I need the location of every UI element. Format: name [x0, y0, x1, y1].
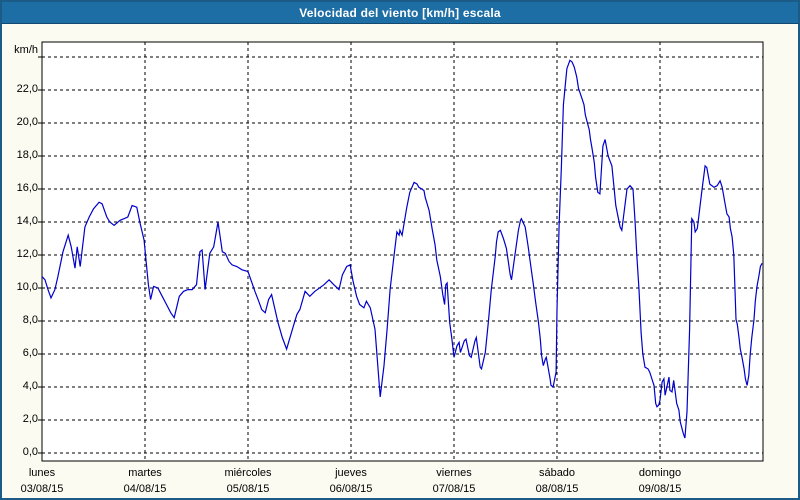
y-axis-unit-label: km/h	[14, 44, 38, 56]
y-tick-label: 10,0	[16, 281, 38, 293]
x-date-label: 05/08/15	[226, 483, 270, 495]
y-tick-label: 6,0	[22, 347, 38, 359]
window-title: Velocidad del viento [km/h] escala	[299, 5, 501, 20]
x-date-label: 03/08/15	[20, 483, 64, 495]
y-tick-label: 16,0	[16, 182, 38, 194]
x-day-label: jueves	[335, 467, 367, 479]
wind-speed-chart	[38, 41, 764, 462]
x-date-label: 09/08/15	[638, 483, 682, 495]
chart-area: km/h 0,0 2,0 4,0 6,0 8,0 10,0 12,0 14,0 16,0 18,0…	[2, 24, 798, 498]
y-tick-label: 2,0	[22, 413, 38, 425]
x-date-label: 08/08/15	[535, 483, 579, 495]
y-tick-label: 20,0	[16, 116, 38, 128]
y-tick-label: 12,0	[16, 248, 38, 260]
x-day-label: martes	[128, 467, 162, 479]
y-tick-label: 8,0	[22, 314, 38, 326]
x-day-label: sábado	[538, 467, 576, 479]
x-date-label: 04/08/15	[123, 483, 167, 495]
x-date-label: 07/08/15	[432, 483, 476, 495]
x-day-label: domingo	[638, 467, 682, 479]
x-day-label: miércoles	[224, 467, 272, 479]
x-date-label: 06/08/15	[329, 483, 373, 495]
title-bar: Velocidad del viento [km/h] escala	[2, 2, 798, 24]
y-tick-label: 0,0	[22, 446, 38, 458]
x-day-label: viernes	[436, 467, 472, 479]
y-tick-label: 18,0	[16, 149, 38, 161]
x-day-label: lunes	[28, 467, 56, 479]
y-tick-label: 14,0	[16, 215, 38, 227]
y-tick-label: 22,0	[16, 83, 38, 95]
y-tick-label: 4,0	[22, 380, 38, 392]
